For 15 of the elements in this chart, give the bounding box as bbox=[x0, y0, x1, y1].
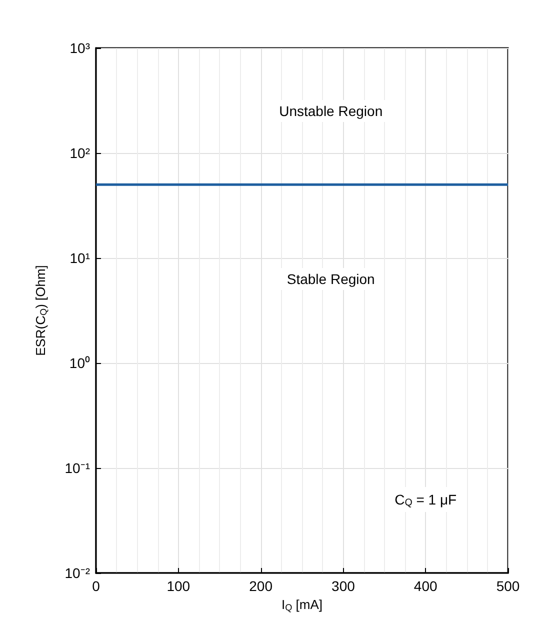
y-tick-label: 10⁻² bbox=[64, 565, 90, 581]
annotation: Stable Region bbox=[286, 271, 375, 287]
y-tick-label: 10¹ bbox=[70, 250, 90, 266]
x-tick-label: 400 bbox=[414, 578, 438, 594]
y-tick-label: 10⁻¹ bbox=[64, 460, 90, 476]
y-axis-title: ESR(CQ) [Ohm] bbox=[32, 265, 48, 356]
x-tick-label: 500 bbox=[496, 578, 520, 594]
x-tick-label: 300 bbox=[332, 578, 356, 594]
y-tick-label: 10³ bbox=[70, 40, 90, 56]
x-tick-label: 0 bbox=[92, 578, 100, 594]
y-tick-label: 10⁰ bbox=[69, 355, 90, 371]
y-tick-label: 10² bbox=[70, 145, 90, 161]
x-tick-label: 200 bbox=[249, 578, 273, 594]
annotation: Unstable Region bbox=[279, 103, 383, 119]
x-tick-label: 100 bbox=[166, 578, 190, 594]
